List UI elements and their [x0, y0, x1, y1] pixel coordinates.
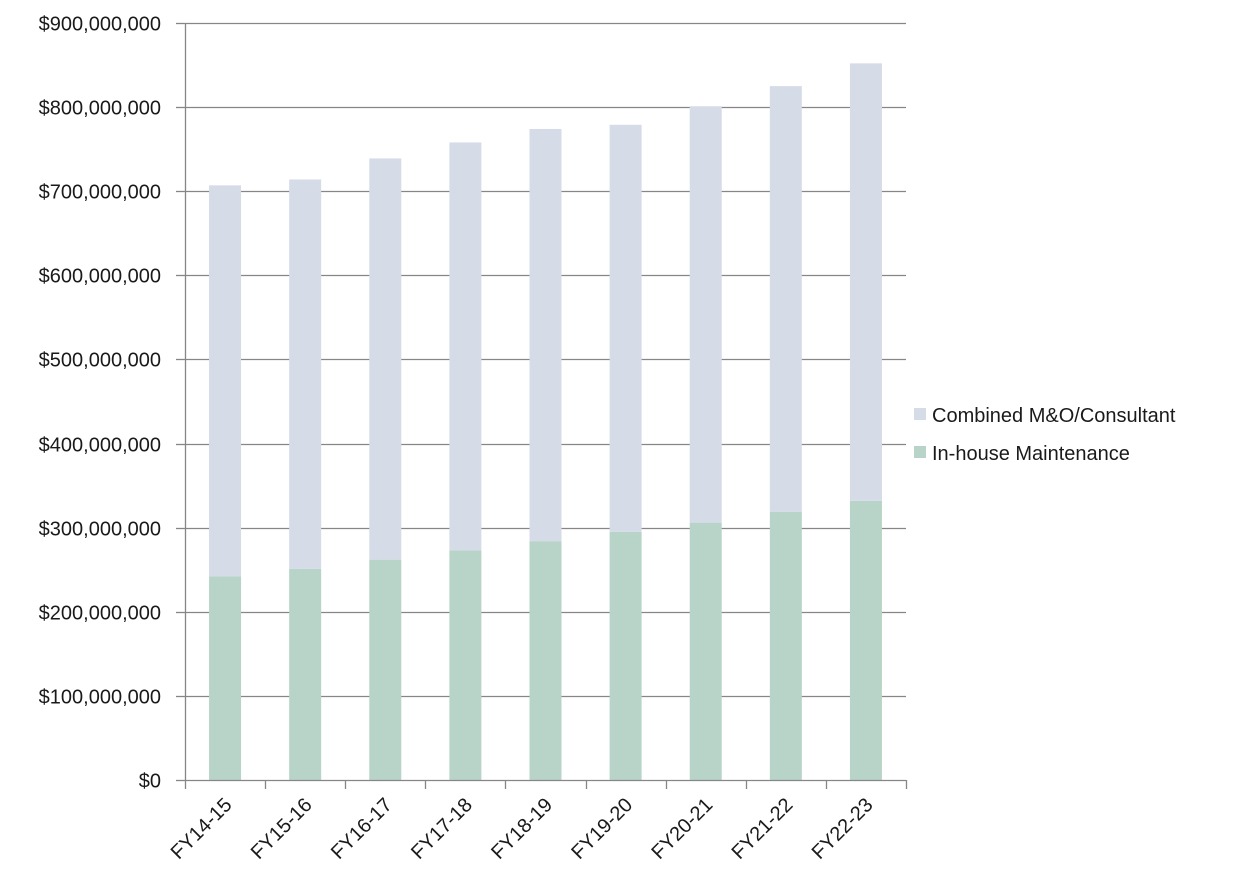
x-tick-label: FY14-15: [167, 794, 237, 864]
bar-in-house-maintenance-fy15-16: [289, 568, 322, 780]
bar-in-house-maintenance-fy18-19: [529, 541, 562, 780]
bar-in-house-maintenance-fy21-22: [769, 511, 802, 780]
x-tick-label: FY22-23: [808, 794, 878, 864]
bar-in-house-maintenance-fy19-20: [609, 531, 642, 780]
x-tick-label: FY18-19: [487, 794, 557, 864]
x-tick-label: FY15-16: [247, 794, 317, 864]
bar-in-house-maintenance-fy14-15: [209, 576, 242, 780]
bars: [209, 63, 882, 780]
y-tick-label: $700,000,000: [39, 182, 161, 204]
legend-label: Combined M&O/Consultant: [932, 405, 1176, 427]
legend-swatch: [914, 408, 926, 420]
legend: Combined M&O/Consultant In-house Maintena…: [914, 405, 1176, 465]
y-tick-label: $200,000,000: [39, 603, 161, 625]
y-tick-label: $900,000,000: [39, 14, 161, 36]
x-tick-label: FY17-18: [407, 794, 477, 864]
x-tick-label: FY19-20: [567, 794, 637, 864]
bar-combined-mo-consultant-fy15-16: [289, 179, 322, 569]
bar-combined-mo-consultant-fy21-22: [769, 86, 802, 512]
bar-combined-mo-consultant-fy18-19: [529, 128, 562, 542]
legend-swatch: [914, 446, 926, 458]
y-tick-label: $100,000,000: [39, 687, 161, 709]
bar-in-house-maintenance-fy16-17: [369, 559, 402, 780]
bar-in-house-maintenance-fy17-18: [449, 550, 482, 780]
bar-combined-mo-consultant-fy19-20: [609, 124, 642, 532]
axes: [176, 22, 908, 789]
y-tick-label: $300,000,000: [39, 519, 161, 541]
y-tick-label: $400,000,000: [39, 435, 161, 457]
bar-combined-mo-consultant-fy17-18: [449, 142, 482, 551]
x-tick-label: FY16-17: [327, 794, 397, 864]
x-tick-label: FY21-22: [728, 794, 798, 864]
y-tick-label: $600,000,000: [39, 266, 161, 288]
legend-label: In-house Maintenance: [932, 443, 1130, 465]
bar-combined-mo-consultant-fy14-15: [209, 185, 242, 577]
bar-combined-mo-consultant-fy16-17: [369, 158, 402, 560]
bar-in-house-maintenance-fy22-23: [849, 500, 882, 780]
y-axis-tick-labels: $0 $100,000,000 $200,000,000 $300,000,000 $4…: [39, 14, 161, 793]
x-tick-label: FY20-21: [647, 794, 717, 864]
y-tick-label: $800,000,000: [39, 98, 161, 120]
bar-combined-mo-consultant-fy20-21: [689, 106, 722, 523]
x-axis-tick-labels: FY14-15 FY15-16 FY16-17 FY17-18 FY18-19 FY19-…: [167, 794, 878, 864]
bar-in-house-maintenance-fy20-21: [689, 522, 722, 780]
y-tick-label: $500,000,000: [39, 350, 161, 372]
bar-combined-mo-consultant-fy22-23: [849, 63, 882, 501]
y-tick-label: $0: [139, 771, 161, 793]
